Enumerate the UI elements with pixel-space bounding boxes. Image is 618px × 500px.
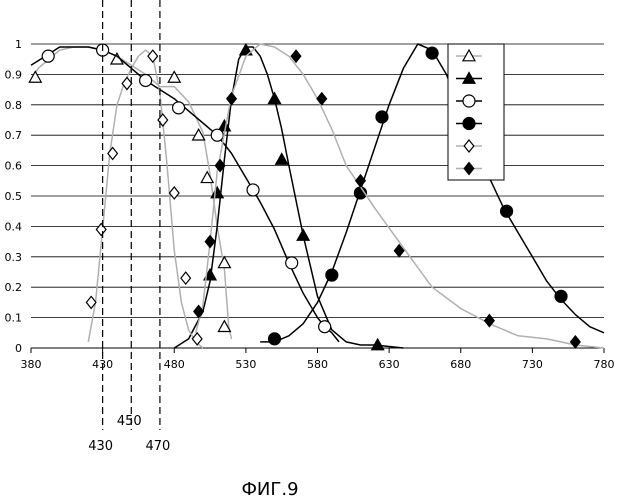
data-point [42, 50, 54, 62]
y-tick-label: 0.3 [5, 251, 23, 264]
data-point [276, 154, 288, 165]
series-line [31, 47, 339, 342]
y-tick-label: 0.2 [5, 281, 23, 294]
x-tick-label: 680 [450, 358, 471, 371]
series-group [29, 44, 604, 350]
reference-label-450: 450 [117, 414, 142, 429]
y-tick-label: 0.4 [5, 220, 23, 233]
data-point [269, 93, 281, 104]
reference-label-470: 470 [146, 439, 171, 454]
x-tick-label: 730 [522, 358, 543, 371]
axes: 00.10.20.30.40.50.60.70.80.9138043048053… [5, 38, 615, 371]
data-point [297, 230, 309, 241]
x-tick-label: 480 [164, 358, 185, 371]
data-point [555, 290, 567, 302]
y-tick-label: 0.8 [5, 99, 23, 112]
figure-caption: ФИГ.9 [241, 479, 298, 500]
series-1 [29, 47, 231, 339]
data-point [501, 205, 513, 217]
y-tick-label: 0.5 [5, 190, 23, 203]
series-line [88, 50, 203, 348]
legend-marker [463, 95, 475, 107]
y-tick-label: 1 [15, 38, 22, 51]
data-point [148, 50, 158, 62]
data-point [356, 175, 366, 187]
data-point [192, 333, 202, 345]
data-point [122, 78, 132, 90]
data-point [376, 111, 388, 123]
legend-box [448, 44, 504, 180]
data-point [326, 269, 338, 281]
x-tick-label: 780 [594, 358, 615, 371]
data-point [319, 321, 331, 333]
x-tick-label: 530 [235, 358, 256, 371]
series-line [174, 47, 403, 348]
data-point [181, 272, 191, 284]
y-tick-label: 0.9 [5, 68, 23, 81]
series-5 [86, 50, 203, 348]
x-tick-label: 630 [379, 358, 400, 371]
data-point [269, 333, 281, 345]
y-tick-label: 0 [15, 342, 22, 355]
data-point [286, 257, 298, 269]
y-tick-label: 0.6 [5, 160, 23, 173]
data-point [247, 184, 259, 196]
data-point [317, 93, 327, 105]
y-tick-label: 0.1 [5, 312, 23, 325]
reference-label-430: 430 [88, 439, 113, 454]
data-point [140, 74, 152, 86]
data-point [218, 257, 230, 268]
data-point [168, 71, 180, 82]
data-point [96, 223, 106, 235]
data-point [173, 102, 185, 114]
data-point [227, 93, 237, 105]
x-tick-label: 580 [307, 358, 328, 371]
series-3 [31, 44, 339, 342]
data-point [201, 172, 213, 183]
series-2 [174, 44, 403, 350]
data-point [426, 47, 438, 59]
y-tick-label: 0.7 [5, 129, 23, 142]
legend [448, 44, 504, 180]
data-point [169, 187, 179, 199]
data-point [571, 336, 581, 348]
legend-marker [463, 118, 475, 130]
data-point [211, 129, 223, 141]
x-tick-label: 380 [21, 358, 42, 371]
data-point [205, 236, 215, 248]
data-point [29, 71, 41, 82]
